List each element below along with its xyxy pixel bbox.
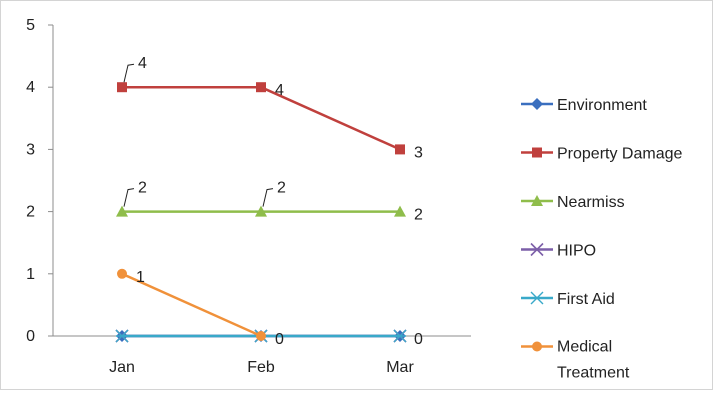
y-tick-label: 0: [26, 328, 35, 345]
data-point: [117, 268, 127, 279]
data-label: 2: [414, 207, 423, 224]
legend-marker: [531, 195, 543, 206]
legend-label: Environment: [557, 97, 647, 114]
legend-marker: [530, 291, 544, 305]
data-point: [115, 329, 129, 343]
x-tick-label: Jan: [109, 359, 135, 376]
series-nearmiss: [116, 205, 406, 217]
legend-label: Treatment: [557, 365, 630, 382]
data-point: [256, 331, 266, 341]
legend-marker: [532, 147, 542, 158]
legend-label: First Aid: [557, 291, 615, 308]
y-tick-label: 1: [26, 266, 35, 283]
legend-item: Medical Treatment: [521, 339, 630, 382]
data-label: 3: [414, 144, 423, 161]
x-tick-label: Mar: [386, 359, 414, 376]
legend-item: Environment: [521, 97, 647, 114]
series-property-damage: [117, 82, 405, 155]
legend-marker: [531, 98, 543, 110]
axes: 0 1 2 3 4 5 Jan Feb Mar: [26, 17, 471, 376]
legend-marker: [530, 242, 544, 257]
legend-item: Nearmiss: [521, 194, 625, 211]
data-labels: 4 4 3 2 2 2 1 0 0: [123, 55, 423, 348]
y-tick-label: 2: [26, 204, 35, 221]
legend-label: Nearmiss: [557, 194, 625, 211]
data-label: 0: [414, 331, 423, 348]
data-point: [256, 82, 266, 93]
data-label: 4: [138, 55, 147, 72]
legend-label: Property Damage: [557, 146, 682, 163]
data-point: [116, 205, 128, 217]
label-leader: [123, 63, 135, 83]
legend-label: Medical: [557, 339, 612, 356]
legend-item: First Aid: [521, 291, 615, 308]
legend-item: HIPO: [521, 243, 596, 260]
label-leader: [123, 188, 135, 207]
legend: Environment Property Damage Nearmiss HIPO Fi…: [521, 97, 682, 382]
data-point: [394, 205, 406, 217]
data-label: 2: [138, 180, 147, 197]
series-line: [122, 85, 401, 151]
data-point: [117, 82, 127, 93]
label-leader: [262, 188, 274, 207]
data-label: 1: [136, 269, 145, 286]
legend-label: HIPO: [557, 243, 596, 260]
data-point: [393, 329, 407, 343]
series-medical-treatment: [117, 268, 266, 341]
series-layer: [115, 82, 407, 343]
data-point: [255, 205, 267, 217]
x-tick-label: Feb: [247, 359, 275, 376]
data-label: 0: [275, 331, 284, 348]
y-tick-label: 5: [26, 17, 35, 34]
data-label: 4: [275, 82, 284, 99]
series-line: [121, 272, 262, 338]
legend-item: Property Damage: [521, 146, 682, 163]
y-tick-label: 3: [26, 141, 35, 158]
legend-marker: [532, 341, 542, 352]
data-point: [395, 144, 405, 155]
data-label: 2: [277, 180, 286, 197]
y-tick-label: 4: [26, 79, 35, 96]
